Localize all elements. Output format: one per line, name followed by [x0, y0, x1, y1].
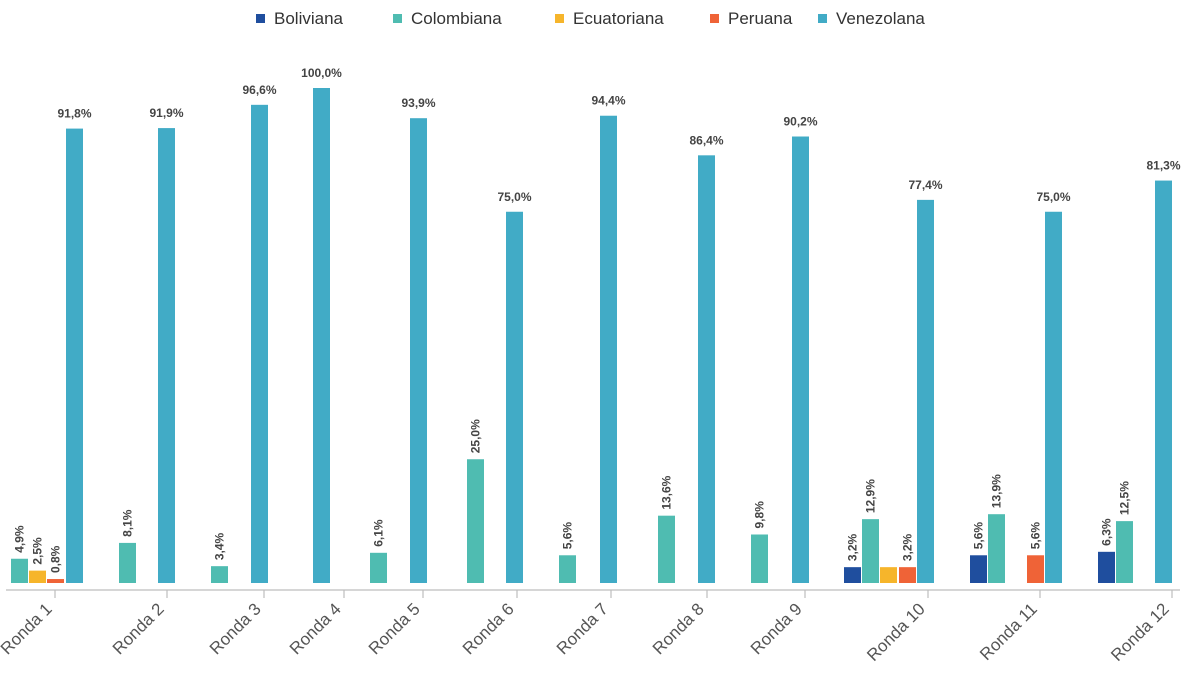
bar-colombiana-1	[11, 558, 28, 583]
x-tick-label-11: Ronda 11	[976, 599, 1041, 664]
data-label-ecuatoriana-1: 2,5%	[31, 537, 45, 565]
bar-venezolana-3	[251, 104, 268, 583]
data-label-venezolana-5: 93,9%	[401, 96, 435, 110]
x-tick-label-8: Ronda 8	[649, 599, 708, 658]
data-label-peruana-11: 5,6%	[1029, 522, 1043, 550]
x-tick-label-10: Ronda 10	[863, 599, 929, 665]
legend-label-venezolana: Venezolana	[836, 9, 925, 28]
legend-swatch-ecuatoriana	[555, 14, 564, 23]
data-label-colombiana-11: 13,9%	[990, 474, 1004, 508]
data-label-peruana-1: 0,8%	[49, 545, 63, 573]
bars	[11, 88, 1172, 583]
data-labels: 4,9% 2,5% 0,8% 91,8% 8,1% 91,9% 3,4% 96,6% 100,0…	[13, 66, 1181, 573]
data-label-boliviana-12: 6,3%	[1100, 518, 1114, 546]
data-label-colombiana-10: 12,9%	[864, 479, 878, 513]
data-label-venezolana-4: 100,0%	[301, 66, 342, 80]
bar-ecuatoriana-1	[29, 570, 46, 583]
bar-ecuatoriana-10	[880, 567, 897, 583]
data-label-colombiana-12: 12,5%	[1118, 481, 1132, 515]
bar-venezolana-5	[410, 118, 427, 583]
legend-swatch-colombiana	[393, 14, 402, 23]
bar-venezolana-10	[917, 199, 934, 583]
bar-colombiana-9	[751, 534, 768, 583]
data-label-venezolana-6: 75,0%	[497, 190, 531, 204]
data-label-colombiana-7: 5,6%	[561, 522, 575, 550]
data-label-venezolana-11: 75,0%	[1036, 190, 1070, 204]
legend: Boliviana Colombiana Ecuatoriana Peruana Ven…	[256, 9, 925, 28]
data-label-venezolana-9: 90,2%	[783, 115, 817, 129]
x-tick-label-1: Ronda 1	[0, 599, 56, 658]
bar-colombiana-7	[559, 555, 576, 583]
bar-colombiana-5	[370, 552, 387, 583]
legend-label-colombiana: Colombiana	[411, 9, 502, 28]
x-tick-label-6: Ronda 6	[459, 599, 518, 658]
bar-colombiana-10	[862, 519, 879, 583]
bar-boliviana-10	[844, 567, 861, 583]
data-label-colombiana-3: 3,4%	[213, 532, 227, 560]
x-tick-label-12: Ronda 12	[1107, 599, 1173, 665]
bar-venezolana-8	[698, 155, 715, 583]
data-label-colombiana-6: 25,0%	[469, 419, 483, 453]
x-tick-label-7: Ronda 7	[553, 599, 612, 658]
x-tick-label-3: Ronda 3	[206, 599, 265, 658]
bar-peruana-10	[899, 567, 916, 583]
x-tick-label-4: Ronda 4	[286, 599, 345, 658]
bar-peruana-1	[47, 579, 64, 583]
data-label-colombiana-2: 8,1%	[121, 509, 135, 537]
bar-venezolana-4	[313, 88, 330, 583]
data-label-venezolana-3: 96,6%	[242, 83, 276, 97]
data-label-venezolana-8: 86,4%	[689, 133, 723, 147]
x-tick-label-2: Ronda 2	[109, 599, 168, 658]
data-label-venezolana-10: 77,4%	[908, 178, 942, 192]
data-label-venezolana-1: 91,8%	[57, 107, 91, 121]
data-label-colombiana-5: 6,1%	[372, 519, 386, 547]
bar-colombiana-11	[988, 514, 1005, 583]
data-label-boliviana-10: 3,2%	[846, 533, 860, 561]
bar-venezolana-7	[600, 115, 617, 583]
legend-label-ecuatoriana: Ecuatoriana	[573, 9, 664, 28]
bar-venezolana-9	[792, 136, 809, 583]
data-label-venezolana-2: 91,9%	[149, 106, 183, 120]
x-tick-label-5: Ronda 5	[365, 599, 424, 658]
legend-label-boliviana: Boliviana	[274, 9, 344, 28]
bar-boliviana-11	[970, 555, 987, 583]
data-label-peruana-10: 3,2%	[901, 533, 915, 561]
legend-label-peruana: Peruana	[728, 9, 793, 28]
data-label-venezolana-12: 81,3%	[1146, 159, 1180, 173]
bar-peruana-11	[1027, 555, 1044, 583]
bar-colombiana-2	[119, 542, 136, 583]
bar-venezolana-2	[158, 128, 175, 583]
bar-colombiana-6	[467, 459, 484, 583]
x-tick-label-9: Ronda 9	[747, 599, 806, 658]
legend-swatch-boliviana	[256, 14, 265, 23]
data-label-colombiana-8: 13,6%	[660, 475, 674, 509]
data-label-colombiana-9: 9,8%	[753, 501, 767, 529]
bar-colombiana-3	[211, 566, 228, 583]
bar-venezolana-11	[1045, 211, 1062, 583]
bar-venezolana-12	[1155, 180, 1172, 583]
legend-swatch-venezolana	[818, 14, 827, 23]
bar-venezolana-1	[66, 128, 83, 583]
bar-venezolana-6	[506, 211, 523, 583]
legend-swatch-peruana	[710, 14, 719, 23]
data-label-boliviana-11: 5,6%	[972, 522, 986, 550]
x-axis: Ronda 1 Ronda 2 Ronda 3 Ronda 4 Ronda 5 Ronda…	[0, 589, 1180, 665]
data-label-venezolana-7: 94,4%	[591, 94, 625, 108]
data-label-colombiana-1: 4,9%	[13, 525, 27, 553]
bar-colombiana-8	[658, 515, 675, 583]
bar-boliviana-12	[1098, 551, 1115, 583]
bar-colombiana-12	[1116, 521, 1133, 583]
